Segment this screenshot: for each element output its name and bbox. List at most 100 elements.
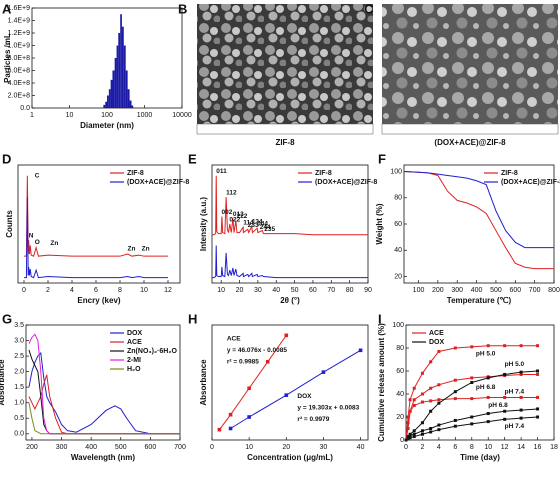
legend-label: ZIF-8 (501, 170, 518, 177)
panel-label: I (378, 311, 382, 326)
caption: ZIF-8 (275, 138, 295, 147)
marker (453, 418, 457, 422)
x-tick-label: 90 (364, 287, 372, 294)
plot-frame (405, 324, 555, 441)
marker (429, 430, 433, 434)
panel-label: C (364, 1, 374, 16)
bar (110, 79, 113, 108)
annotation: pH 7.4 (505, 423, 525, 430)
y-tick-label: 40 (396, 391, 404, 398)
panel-label: G (2, 311, 12, 326)
point (247, 415, 251, 419)
x-tick-label: 8 (118, 287, 122, 294)
x-axis-label: Concentration (μg/mL) (247, 453, 333, 462)
marker (429, 386, 433, 390)
x-tick-label: 14 (517, 444, 525, 451)
y-axis-label: Intensity (a.u.) (199, 197, 208, 252)
marker (453, 397, 457, 401)
y-tick-label: 4.0E+8 (8, 80, 30, 87)
annotation: 235 (264, 226, 275, 233)
x-tick-label: 700 (174, 444, 186, 451)
legend-label: (DOX+ACE)@ZIF-8 (315, 179, 377, 186)
y-tick-label: 0 (400, 437, 404, 444)
panel-label: A (2, 1, 12, 16)
annotation: 134 (252, 219, 263, 226)
y-tick-label: 80 (394, 195, 402, 202)
legend-label: (DOX+ACE)@ZIF-8 (127, 179, 189, 186)
annotation: r² = 0.9979 (297, 416, 329, 423)
bar (127, 89, 130, 108)
marker (453, 424, 457, 428)
x-tick-label: 10000 (172, 112, 192, 119)
series-line (24, 197, 168, 279)
y-tick-label: 100 (390, 168, 402, 175)
marker (486, 344, 490, 348)
series-line (403, 171, 554, 249)
point (247, 386, 251, 391)
x-axis-label: Diameter (nm) (80, 121, 134, 130)
plot-frame (211, 164, 369, 284)
x-tick-label: 200 (432, 287, 444, 294)
marker (470, 422, 474, 426)
x-tick-label: 2 (420, 444, 424, 451)
x-tick-label: 200 (26, 444, 38, 451)
y-tick-label: 20 (394, 273, 402, 280)
x-tick-label: 80 (346, 287, 354, 294)
annotation: Zn (128, 245, 136, 252)
annotation: 002 (222, 209, 233, 216)
marker (470, 397, 474, 401)
x-tick-label: 0 (210, 444, 214, 451)
marker (412, 398, 416, 402)
marker (420, 371, 424, 375)
marker (420, 392, 424, 396)
plot-frame (211, 324, 369, 441)
x-tick-label: 10 (140, 287, 148, 294)
marker (412, 386, 416, 390)
marker (536, 344, 540, 348)
marker (503, 417, 507, 421)
marker (437, 401, 441, 405)
annotation: y = 46.076x - 0.0085 (227, 347, 288, 354)
annotation: r² = 0.9985 (227, 359, 259, 366)
bar (112, 70, 115, 108)
x-tick-label: 600 (509, 287, 521, 294)
annotation: 013 (233, 211, 244, 218)
x-tick-label: 6 (94, 287, 98, 294)
marker (470, 345, 474, 349)
x-axis-label: Encry (kev) (77, 296, 120, 305)
series-line (28, 351, 180, 435)
x-tick-label: 10 (245, 444, 253, 451)
x-tick-label: 500 (490, 287, 502, 294)
x-tick-label: 16 (534, 444, 542, 451)
legend-label: Zn(NO₃)₂·6H₂O (127, 348, 177, 355)
annotation: 044 (257, 221, 268, 228)
annotation: 114 (243, 220, 254, 227)
y-tick-label: 6.0E+8 (8, 67, 30, 74)
marker (503, 409, 507, 413)
y-axis-label: Cumulative release amount (%) (377, 323, 386, 442)
x-tick-label: 2 (46, 287, 50, 294)
marker (412, 432, 416, 436)
marker (536, 369, 540, 373)
x-tick-label: 50 (291, 287, 299, 294)
bar (118, 33, 121, 108)
annotation: pH 6.8 (476, 384, 496, 391)
marker (420, 429, 424, 433)
marker (437, 349, 441, 353)
y-tick-label: 1.6E+9 (8, 5, 30, 12)
marker (420, 421, 424, 425)
annotation: 022 (229, 216, 240, 223)
x-tick-label: 300 (451, 287, 463, 294)
series-line (28, 402, 180, 435)
y-axis-label: Absorbance (0, 359, 6, 406)
legend-label: ZIF-8 (315, 170, 332, 177)
panel-label: D (2, 151, 11, 166)
x-tick-label: 4 (437, 444, 441, 451)
x-tick-label: 300 (56, 444, 68, 451)
plot-frame (17, 164, 181, 284)
x-axis-label: Time (day) (460, 453, 500, 462)
y-axis-label: Counts (5, 210, 14, 238)
y-tick-label: 60 (394, 221, 402, 228)
marker (412, 435, 416, 439)
y-tick-label: 1.5 (14, 384, 24, 391)
